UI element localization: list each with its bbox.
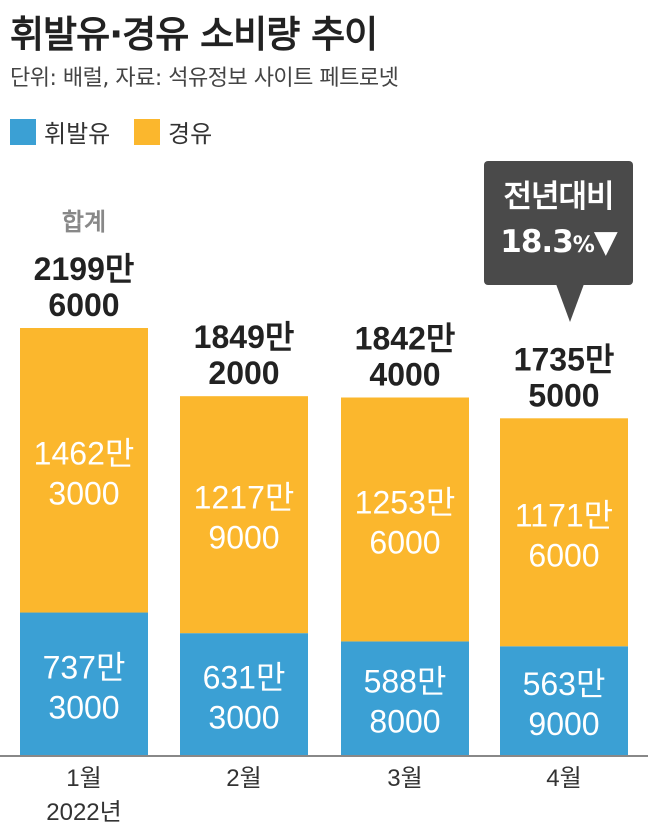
segment-label-line1: 737만 xyxy=(43,649,126,685)
legend-swatch-diesel xyxy=(134,118,160,145)
total-label-line2: 2000 xyxy=(208,355,279,391)
bar-segment-diesel xyxy=(180,396,308,634)
bar-segment-gasoline xyxy=(20,612,148,756)
segment-label-line1: 1253만 xyxy=(355,484,456,520)
callout-value: 18.3 xyxy=(500,224,573,260)
legend-label-gasoline: 휘발유 xyxy=(44,120,111,148)
segment-label-line2: 6000 xyxy=(369,524,440,560)
legend-label-diesel: 경유 xyxy=(168,120,213,148)
total-label-line2: 5000 xyxy=(528,377,599,413)
segment-label-line1: 588만 xyxy=(364,664,447,700)
bar-segment-diesel xyxy=(500,418,628,647)
legend-swatch-gasoline xyxy=(10,118,36,145)
segment-label-line2: 9000 xyxy=(208,520,279,556)
total-label-line1: 1842만 xyxy=(355,321,456,357)
bar-segment-gasoline xyxy=(341,641,469,756)
page-title: 휘발유·경유 소비량 추이 xyxy=(10,13,378,56)
callout-label: 전년대비 xyxy=(503,179,614,215)
x-tick-label: 3월 xyxy=(387,765,422,792)
total-label-line1: 1849만 xyxy=(194,319,295,355)
legend-item-diesel: 경유 xyxy=(134,114,212,149)
callout-value-line: 18.3%▼ xyxy=(484,224,633,260)
x-tick-label: 2월 xyxy=(226,765,261,792)
bar-segment-gasoline xyxy=(500,646,628,756)
segment-label-line2: 3000 xyxy=(48,475,119,511)
segment-label-line1: 563만 xyxy=(523,666,606,702)
total-caption: 합계 xyxy=(62,209,106,236)
legend-item-gasoline: 휘발유 xyxy=(10,114,110,149)
segment-label-line2: 6000 xyxy=(528,537,599,573)
segment-label-line1: 1217만 xyxy=(194,480,295,516)
x-tick-label: 4월 xyxy=(546,765,581,792)
x-tick-label: 1월 xyxy=(66,765,101,792)
x-tick-sublabel: 2022년 xyxy=(46,799,121,826)
segment-label-line2: 8000 xyxy=(369,704,440,740)
callout-pointer xyxy=(556,284,584,322)
total-label-line2: 6000 xyxy=(48,287,119,323)
callout-unit: % xyxy=(572,233,595,258)
bar-segment-gasoline xyxy=(180,633,308,756)
down-triangle-icon: ▼ xyxy=(593,224,618,260)
chart-subtitle: 단위: 배럴, 자료: 석유정보 사이트 페트로넷 xyxy=(10,66,399,91)
segment-label-line2: 9000 xyxy=(528,706,599,742)
total-label-line1: 2199만 xyxy=(34,251,135,287)
segment-label-line2: 3000 xyxy=(48,689,119,725)
bar-segment-diesel xyxy=(20,328,148,613)
segment-label-line1: 1462만 xyxy=(34,435,135,471)
segment-label-line2: 3000 xyxy=(208,700,279,736)
bar-segment-diesel xyxy=(341,397,469,642)
total-label-line2: 4000 xyxy=(369,357,440,393)
segment-label-line1: 1171만 xyxy=(515,497,613,533)
yoy-callout: 전년대비 18.3%▼ xyxy=(484,161,633,285)
segment-label-line1: 631만 xyxy=(203,660,286,696)
total-label-line1: 1735만 xyxy=(514,341,615,377)
